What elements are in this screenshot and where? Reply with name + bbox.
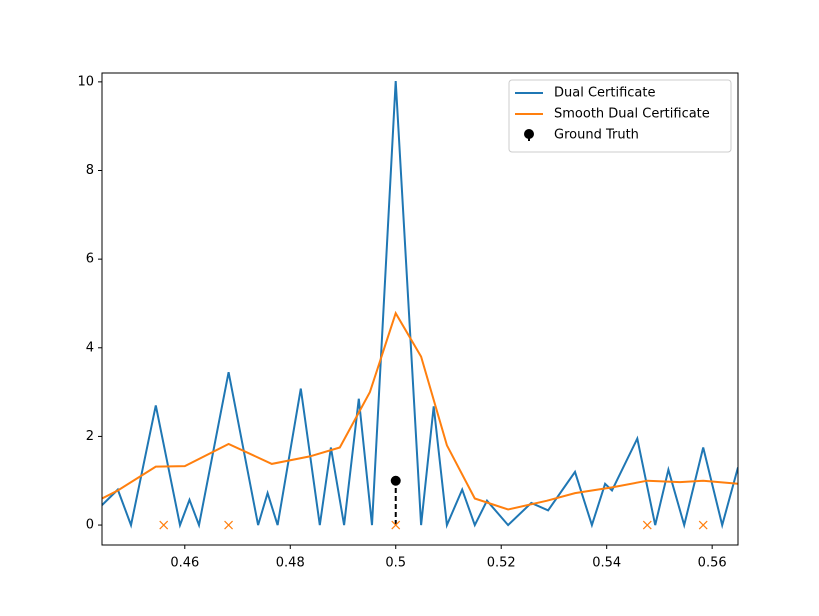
legend-label: Smooth Dual Certificate — [554, 107, 710, 122]
x-tick-label: 0.48 — [276, 556, 305, 571]
legend-box — [508, 79, 732, 153]
series-line — [102, 310, 738, 511]
series-line — [102, 80, 738, 530]
x-tick-label: 0.46 — [170, 556, 199, 571]
legend: Dual Certificate Smooth Dual Certificate G… — [508, 79, 732, 153]
plot-area — [102, 80, 738, 530]
x-marker — [159, 520, 169, 530]
x-tick-label: 0.56 — [698, 556, 727, 571]
y-tick-label: 6 — [86, 252, 94, 267]
x-tick-label: 0.54 — [592, 556, 621, 571]
stem-marker — [390, 475, 401, 486]
x-tick-label: 0.5 — [385, 556, 406, 571]
x-marker — [642, 520, 652, 530]
legend-swatch — [524, 129, 534, 139]
x-tick-label: 0.52 — [487, 556, 516, 571]
x-marker — [698, 520, 708, 530]
y-tick-label: 4 — [86, 340, 94, 355]
y-tick-label: 0 — [86, 518, 94, 533]
x-marker — [391, 520, 401, 530]
y-tick-label: 8 — [86, 163, 94, 178]
legend-label: Ground Truth — [554, 128, 639, 143]
x-marker — [224, 520, 233, 530]
y-tick-label: 2 — [86, 429, 94, 444]
y-tick-label: 10 — [77, 74, 94, 89]
axes-frame — [101, 72, 739, 546]
legend-label: Dual Certificate — [554, 86, 656, 101]
